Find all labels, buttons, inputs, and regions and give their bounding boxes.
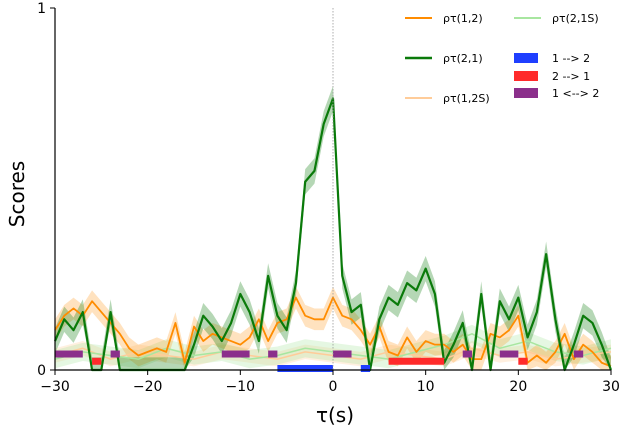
direction-bar-1-0 <box>92 357 102 365</box>
direction-bar-2-0 <box>55 350 83 358</box>
y-axis-label: Scores <box>5 161 29 227</box>
direction-bar-1-1 <box>388 357 445 365</box>
x-tick-label-6: 30 <box>602 379 619 395</box>
direction-bar-1-2 <box>518 357 528 365</box>
direction-bar-2-1 <box>110 350 120 358</box>
x-tick-label-1: −20 <box>133 379 163 395</box>
x-tick-label-0: −30 <box>40 379 70 395</box>
band-3 <box>55 324 611 369</box>
direction-bar-2-7 <box>573 350 584 358</box>
legend-label-5: 2 --> 1 <box>552 70 590 83</box>
legend-label-1: ρτ(2,1) <box>443 52 483 65</box>
legend-swatch-6 <box>514 88 538 98</box>
x-axis-label: τ(s) <box>316 403 354 427</box>
direction-bar-0-0 <box>277 365 333 372</box>
direction-bar-2-5 <box>462 350 472 358</box>
direction-bar-2-2 <box>221 350 250 358</box>
y-tick-label-0: 0 <box>37 363 46 379</box>
x-tick-label-2: −10 <box>226 379 256 395</box>
legend-swatch-5 <box>514 71 538 81</box>
legend-label-3: ρτ(2,1S) <box>552 12 599 25</box>
direction-bar-2-4 <box>333 350 352 358</box>
direction-bars <box>55 350 584 372</box>
band-0 <box>55 286 611 370</box>
legend-swatch-4 <box>514 53 538 63</box>
y-tick-label-1: 1 <box>37 1 46 17</box>
axes: −30 −20 −10 0 10 20 30 0 1 τ(s) Scores <box>5 1 619 427</box>
legend-label-6: 1 <--> 2 <box>552 87 599 100</box>
x-tick-label-5: 20 <box>509 379 527 395</box>
x-tick-label-4: 10 <box>417 379 435 395</box>
direction-bar-2-6 <box>499 350 519 358</box>
legend-label-4: 1 --> 2 <box>552 52 590 65</box>
direction-bar-0-1 <box>360 365 371 372</box>
legend: ρτ(1,2) ρτ(2,1) ρτ(1,2S) ρτ(2,1S) 1 --> 2 2 -… <box>405 12 599 105</box>
legend-label-0: ρτ(1,2) <box>443 12 483 25</box>
series-line-0 <box>54 296 612 368</box>
direction-bar-2-3 <box>268 350 278 358</box>
legend-label-2: ρτ(1,2S) <box>443 92 490 105</box>
x-tick-label-3: 0 <box>329 379 338 395</box>
